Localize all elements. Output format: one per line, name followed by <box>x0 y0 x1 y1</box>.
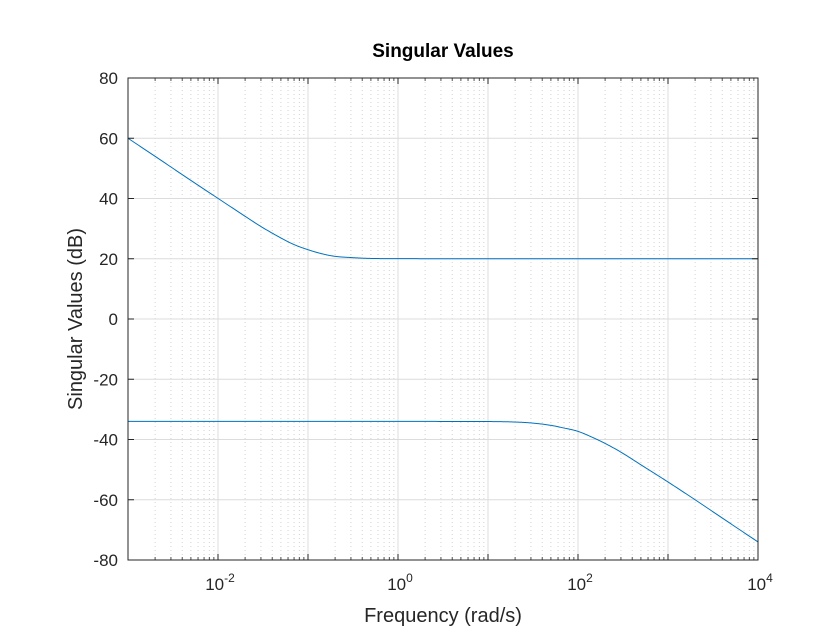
chart-title: Singular Values <box>372 41 514 62</box>
x-tick-labels: 10-2 100 102 104 <box>205 571 773 594</box>
y-tick-label: -80 <box>93 551 118 570</box>
y-axis-label: Singular Values (dB) <box>65 228 87 410</box>
x-tick-label: 10-2 <box>205 571 235 594</box>
y-tick-label: 80 <box>99 69 118 88</box>
x-axis-label: Frequency (rad/s) <box>364 605 522 627</box>
series-line <box>128 420 759 543</box>
y-tick-label: 40 <box>99 190 118 209</box>
y-tick-label: 60 <box>99 129 118 148</box>
series-line <box>127 137 758 260</box>
y-tick-label: 20 <box>99 250 118 269</box>
y-tick-label: 0 <box>109 310 118 329</box>
y-tick-label: -20 <box>93 370 118 389</box>
series-layer <box>127 137 759 543</box>
tick-marks <box>127 77 759 561</box>
y-tick-labels: 80 60 40 20 0 -20 -40 -60 -80 <box>93 69 118 570</box>
x-tick-label: 100 <box>387 571 413 594</box>
x-tick-label: 104 <box>747 571 773 594</box>
y-tick-label: -40 <box>93 431 118 450</box>
y-tick-label: -60 <box>93 491 118 510</box>
x-tick-label: 102 <box>567 571 593 594</box>
